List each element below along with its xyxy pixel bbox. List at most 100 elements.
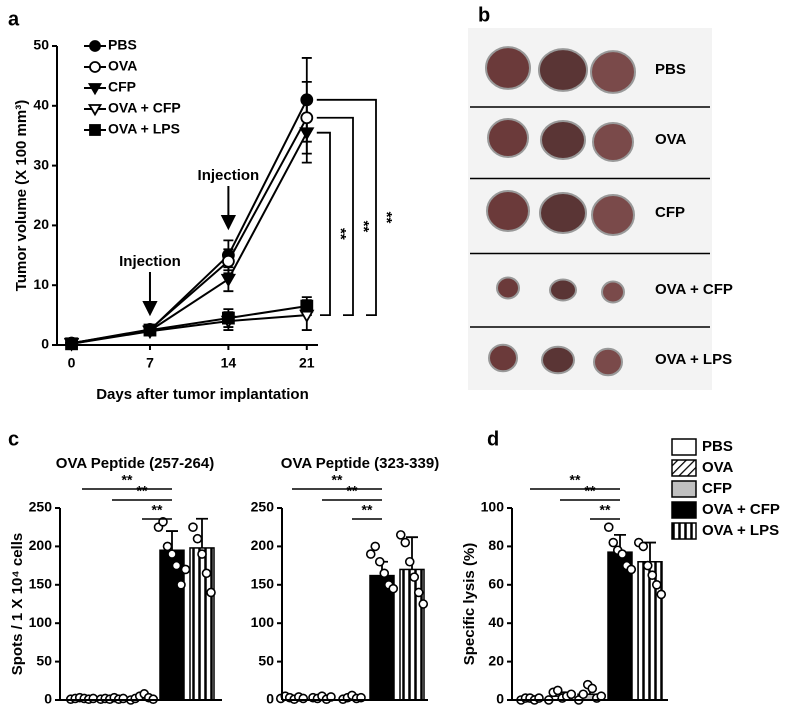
marker xyxy=(221,311,235,325)
data-point xyxy=(188,522,198,533)
panel-label: d xyxy=(487,428,499,450)
y-tick-label: 50 xyxy=(258,652,274,668)
significance-bracket xyxy=(316,131,331,316)
x-tick-label: 0 xyxy=(68,355,76,371)
photo-row-label: CFP xyxy=(655,204,685,221)
x-tick-label: OVA + LPS xyxy=(614,707,686,709)
tumor-photo xyxy=(487,118,529,158)
legend-swatch xyxy=(671,459,697,477)
data-point xyxy=(365,549,376,559)
series-line xyxy=(71,99,308,345)
legend-label: OVA + LPS xyxy=(108,121,180,137)
tumor-photo xyxy=(591,194,635,236)
data-point xyxy=(566,689,577,700)
tumor-photo xyxy=(601,280,625,304)
panel-label: a xyxy=(8,8,20,30)
data-point xyxy=(400,537,411,548)
tumor-photo xyxy=(486,190,530,232)
x-tick-label: 7 xyxy=(146,355,154,371)
y-tick-label: 0 xyxy=(496,691,504,707)
marker xyxy=(299,127,315,141)
data-point xyxy=(192,533,203,544)
y-tick-label: 200 xyxy=(29,537,53,553)
series-line xyxy=(71,314,307,345)
data-point xyxy=(552,685,563,696)
significance-label: ** xyxy=(362,502,373,518)
x-tick-label: OVA xyxy=(545,707,574,709)
tumor-photo xyxy=(590,50,636,94)
significance-bracket xyxy=(316,116,354,316)
tumor-photo xyxy=(539,192,587,234)
y-tick-label: 100 xyxy=(251,614,275,630)
legend-marker xyxy=(87,83,103,96)
tumor-photo xyxy=(541,345,575,375)
annotation: Injection xyxy=(119,253,181,270)
y-tick-label: 100 xyxy=(29,614,53,630)
legend-label: OVA xyxy=(108,58,137,74)
data-point xyxy=(395,530,406,540)
bar xyxy=(159,549,185,701)
tumor-photo xyxy=(485,46,531,90)
bar xyxy=(607,551,633,701)
data-point xyxy=(171,560,182,571)
significance-label: ** xyxy=(152,502,163,518)
tumor-photo xyxy=(540,120,586,160)
tumor-photo xyxy=(592,122,634,162)
annotation: Injection xyxy=(198,167,260,184)
significance-label: ** xyxy=(332,472,343,488)
x-tick-label: CFP xyxy=(576,707,604,709)
legend-label: PBS xyxy=(702,438,733,455)
error-bar xyxy=(196,517,208,548)
significance-label: ** xyxy=(122,472,133,488)
significance-label: ** xyxy=(570,472,581,488)
bar xyxy=(369,574,395,701)
y-tick-label: 60 xyxy=(488,576,504,592)
significance-label: ** xyxy=(347,483,358,499)
tumor-photo xyxy=(496,276,520,300)
legend-label: PBS xyxy=(108,37,137,53)
legend-swatch xyxy=(671,501,697,519)
tumor-photo xyxy=(593,347,623,377)
x-tick-label: 14 xyxy=(221,355,237,371)
data-point xyxy=(638,541,649,552)
series-line xyxy=(71,305,307,345)
y-tick-label: 30 xyxy=(33,156,49,172)
legend-label: CFP xyxy=(702,480,732,497)
data-point xyxy=(374,556,385,567)
significance-label: ** xyxy=(137,483,148,499)
x-tick-label: OVA + CFP xyxy=(584,707,657,709)
significance-label: ** xyxy=(600,502,611,518)
marker xyxy=(300,111,314,125)
photo-row-label: OVA + LPS xyxy=(655,351,732,368)
data-point xyxy=(201,568,212,579)
data-point xyxy=(626,564,637,575)
data-point xyxy=(642,560,653,571)
y-tick-label: 20 xyxy=(488,652,504,668)
data-point xyxy=(298,693,309,704)
legend-swatch xyxy=(671,522,697,540)
y-tick-label: 100 xyxy=(481,499,505,515)
data-point xyxy=(418,599,429,609)
y-tick-label: 200 xyxy=(251,537,275,553)
significance-label: ** xyxy=(332,228,349,240)
significance-label: ** xyxy=(585,483,596,499)
marker xyxy=(65,337,78,351)
y-tick-label: 80 xyxy=(488,537,504,553)
significance-bracket xyxy=(316,98,377,316)
data-point xyxy=(651,579,662,590)
data-point xyxy=(603,522,614,533)
data-point xyxy=(578,689,589,700)
legend-label: OVA + LPS xyxy=(702,522,779,539)
significance-label: ** xyxy=(378,212,395,224)
data-point xyxy=(587,683,598,694)
annotation-arrow xyxy=(142,272,158,317)
data-point xyxy=(379,568,390,579)
panel-label: c xyxy=(8,428,19,450)
panel-label: b xyxy=(478,4,490,26)
data-point xyxy=(404,556,415,567)
x-tick-label: 21 xyxy=(299,355,315,371)
x-tick-label: PBS xyxy=(516,707,545,709)
data-point xyxy=(596,691,607,701)
y-tick-label: 50 xyxy=(36,652,52,668)
